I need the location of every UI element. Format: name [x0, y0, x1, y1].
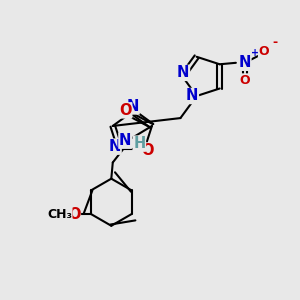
Text: N: N — [119, 133, 131, 148]
Text: CH₃: CH₃ — [47, 208, 72, 220]
Text: O: O — [259, 45, 269, 58]
Text: O: O — [239, 74, 250, 87]
Text: +: + — [251, 48, 259, 58]
Text: O: O — [142, 143, 154, 158]
Text: N: N — [127, 99, 139, 114]
Text: N: N — [186, 88, 198, 104]
Text: N: N — [177, 65, 190, 80]
Text: O: O — [119, 103, 132, 118]
Text: N: N — [109, 139, 121, 154]
Text: H: H — [133, 136, 145, 151]
Text: N: N — [238, 55, 251, 70]
Text: O: O — [68, 206, 80, 221]
Text: -: - — [272, 36, 277, 49]
